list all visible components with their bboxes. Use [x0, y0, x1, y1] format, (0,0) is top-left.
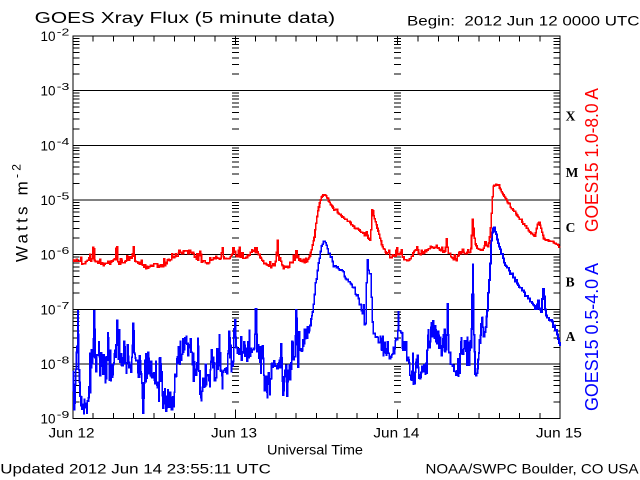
svg-text:Jun 12: Jun 12 [49, 425, 95, 441]
svg-text:10: 10 [40, 248, 55, 263]
svg-text:-9: -9 [57, 409, 70, 421]
svg-text:A: A [566, 329, 576, 344]
svg-text:10: 10 [40, 29, 55, 44]
svg-text:-5: -5 [57, 191, 70, 203]
svg-text:Updated 2012 Jun 14 23:55:11 U: Updated 2012 Jun 14 23:55:11 UTC [0, 461, 271, 477]
svg-text:10: 10 [40, 302, 55, 317]
svg-text:GOES15 1.0-8.0 A: GOES15 1.0-8.0 A [582, 88, 602, 232]
svg-text:-3: -3 [57, 81, 70, 93]
svg-text:GOES Xray Flux (5 minute data): GOES Xray Flux (5 minute data) [35, 10, 336, 27]
svg-text:M: M [566, 165, 579, 180]
svg-text:-2: -2 [57, 27, 70, 39]
svg-text:X: X [566, 108, 576, 123]
svg-text:10: 10 [40, 412, 55, 427]
svg-text:Begin: 2012 Jun 12 0000 UTC: Begin: 2012 Jun 12 0000 UTC [407, 13, 640, 29]
svg-text:Universal Time: Universal Time [267, 443, 363, 458]
svg-text:NOAA/SWPC Boulder, CO USA: NOAA/SWPC Boulder, CO USA [426, 461, 640, 477]
svg-text:GOES15 0.5-4.0 A: GOES15 0.5-4.0 A [582, 263, 602, 411]
svg-text:10: 10 [40, 84, 55, 99]
svg-text:C: C [566, 220, 576, 235]
svg-text:10: 10 [40, 357, 55, 372]
svg-text:Jun 13: Jun 13 [211, 425, 257, 441]
svg-text:-7: -7 [57, 300, 70, 312]
svg-text:Jun 15: Jun 15 [536, 425, 582, 441]
svg-text:10: 10 [40, 138, 55, 153]
svg-text:Jun 14: Jun 14 [373, 425, 419, 441]
svg-text:-4: -4 [57, 136, 70, 148]
svg-text:-8: -8 [57, 354, 70, 366]
svg-text:Watts m-2: Watts m-2 [10, 161, 32, 262]
svg-text:B: B [566, 275, 575, 290]
svg-text:-6: -6 [57, 245, 70, 257]
svg-text:10: 10 [40, 193, 55, 208]
